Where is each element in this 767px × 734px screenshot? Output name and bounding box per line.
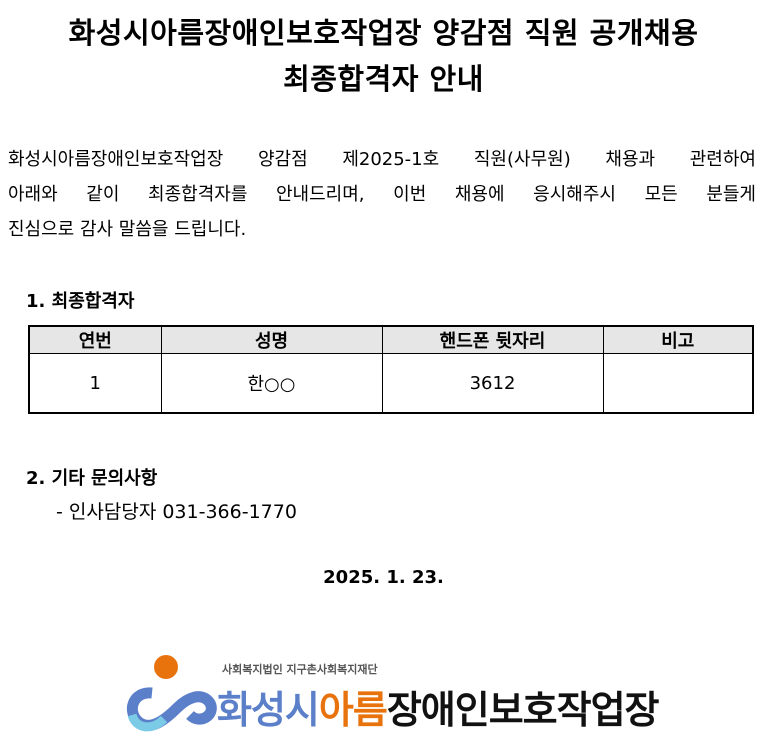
intro-line: 아래와 같이 최종합격자를 안내드리며, 이번 채용에 응시해주시 모든 분들게	[8, 184, 756, 205]
date: 2025. 1. 23.	[323, 567, 444, 588]
logo-text: 화성시	[217, 688, 320, 732]
logo-name: 화성시아름장애인보호작업장	[217, 679, 659, 734]
section-heading: 1. 최종합격자	[26, 291, 135, 312]
table-header: 연번 성명 핸드폰 뒷자리 비고	[28, 325, 754, 354]
intro-line: 진심으로 감사 말씀을 드립니다.	[8, 219, 247, 240]
page-title: 화성시아름장애인보호작업장 양감점 직원 공개채용	[68, 16, 699, 50]
col-header: 성명	[160, 325, 383, 354]
table-row: 1 한○○ 3612	[28, 353, 754, 414]
page-subtitle: 최종합격자 안내	[283, 62, 484, 96]
cell-name: 한○○	[160, 353, 383, 414]
section-heading: 2. 기타 문의사항	[26, 468, 158, 489]
col-header: 핸드폰 뒷자리	[381, 325, 604, 354]
cell-number: 1	[28, 353, 162, 414]
organization-logo: 사회복지법인 지구촌사회복지재단 화성시아름장애인보호작업장	[122, 653, 659, 733]
col-header: 비고	[602, 325, 754, 354]
intro-paragraph: 화성시아름장애인보호작업장 양감점 제2025-1호 직원(사무원) 채용과 관…	[8, 142, 756, 247]
cell-note	[602, 353, 754, 414]
intro-line: 화성시아름장애인보호작업장 양감점 제2025-1호 직원(사무원) 채용과 관…	[8, 149, 756, 170]
contact-info: - 인사담당자 031-366-1770	[56, 501, 297, 523]
col-header: 연번	[28, 325, 162, 354]
logo-text: 장애인보호작업장	[386, 688, 660, 732]
logo-subtitle: 사회복지법인 지구촌사회복지재단	[222, 663, 378, 676]
logo-emblem-icon	[126, 655, 217, 732]
cell-phone: 3612	[381, 353, 604, 414]
result-table: 연번 성명 핸드폰 뒷자리 비고 1 한○○ 3612	[28, 325, 754, 414]
logo-text: 아름	[318, 688, 388, 732]
